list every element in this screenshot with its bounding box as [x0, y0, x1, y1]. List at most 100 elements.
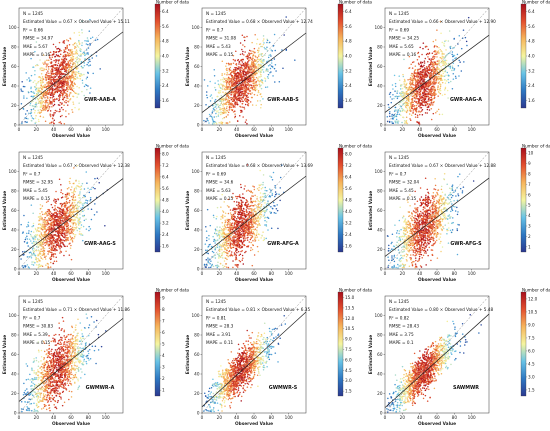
data-point	[63, 240, 66, 242]
data-point	[429, 61, 432, 64]
data-point	[48, 225, 50, 228]
data-point	[406, 104, 409, 107]
data-point	[421, 114, 424, 116]
data-point	[90, 218, 93, 221]
data-point	[75, 92, 78, 95]
data-point	[67, 82, 69, 85]
data-point	[223, 81, 225, 83]
data-point	[234, 74, 236, 77]
data-point	[41, 229, 44, 231]
x-tick-label: 100	[285, 127, 293, 132]
data-point	[244, 76, 247, 79]
data-point	[247, 58, 249, 60]
data-point	[419, 90, 422, 93]
data-point	[78, 233, 81, 235]
data-point	[257, 53, 260, 56]
data-point	[54, 234, 56, 236]
data-point	[247, 92, 250, 95]
data-point	[417, 83, 419, 85]
data-point	[398, 103, 400, 106]
data-point	[56, 71, 59, 73]
data-point	[64, 210, 66, 212]
data-point	[222, 84, 224, 86]
data-point	[75, 71, 78, 74]
data-point	[414, 92, 417, 95]
data-point	[251, 62, 253, 65]
data-point	[420, 78, 423, 81]
data-point	[258, 58, 260, 61]
data-point	[32, 66, 35, 68]
colorbar-tick-label: 4.8	[162, 39, 169, 44]
data-point	[238, 63, 240, 65]
data-point	[44, 104, 47, 106]
data-point	[81, 29, 83, 31]
data-point	[409, 118, 411, 120]
data-point	[436, 69, 438, 71]
data-point	[215, 104, 217, 106]
data-point	[51, 88, 53, 90]
data-point	[53, 260, 56, 262]
data-point	[415, 104, 418, 107]
data-point	[70, 258, 73, 261]
data-point	[52, 121, 54, 123]
data-point	[236, 102, 238, 104]
data-point	[64, 233, 66, 235]
data-point	[248, 65, 251, 68]
data-point	[408, 55, 411, 58]
data-point	[56, 64, 59, 67]
data-point	[255, 72, 258, 74]
data-point	[248, 84, 250, 86]
data-point	[209, 100, 212, 102]
data-point	[423, 64, 425, 67]
y-tick-label: 100	[375, 25, 383, 30]
data-point	[244, 51, 246, 53]
data-point	[44, 216, 46, 219]
data-point	[83, 94, 85, 97]
data-point	[72, 95, 75, 98]
data-point	[250, 80, 252, 83]
data-point	[46, 90, 49, 93]
data-point	[405, 122, 408, 124]
data-point	[59, 94, 62, 97]
data-point	[263, 42, 265, 44]
data-point	[396, 90, 399, 92]
data-point	[230, 80, 233, 82]
data-point	[250, 79, 252, 81]
data-point	[72, 85, 75, 87]
data-point	[440, 75, 443, 77]
data-point	[419, 106, 421, 109]
data-point	[438, 67, 440, 70]
data-point	[208, 122, 210, 124]
data-point	[53, 242, 55, 245]
data-point	[47, 267, 49, 269]
data-point	[65, 200, 68, 203]
data-point	[230, 63, 232, 66]
data-point	[85, 218, 87, 220]
data-point	[71, 51, 73, 53]
data-point	[48, 106, 51, 108]
data-point	[237, 92, 239, 94]
data-point	[40, 109, 43, 112]
data-point	[43, 108, 45, 111]
data-point	[71, 87, 73, 89]
data-point	[444, 68, 447, 70]
data-point	[442, 70, 444, 73]
data-point	[220, 83, 223, 86]
data-point	[61, 63, 64, 65]
data-point	[55, 219, 58, 221]
data-point	[219, 99, 222, 101]
data-point	[35, 64, 37, 67]
data-point	[80, 224, 83, 226]
data-point	[74, 62, 76, 64]
data-point	[61, 241, 64, 244]
data-point	[47, 232, 49, 235]
data-point	[418, 105, 420, 107]
data-point	[251, 41, 253, 44]
data-point	[55, 87, 57, 89]
data-point	[423, 68, 426, 71]
data-point	[50, 246, 53, 248]
x-tick-label: 60	[434, 127, 440, 132]
data-point	[42, 223, 44, 226]
data-point	[54, 84, 57, 87]
data-point	[45, 68, 47, 71]
